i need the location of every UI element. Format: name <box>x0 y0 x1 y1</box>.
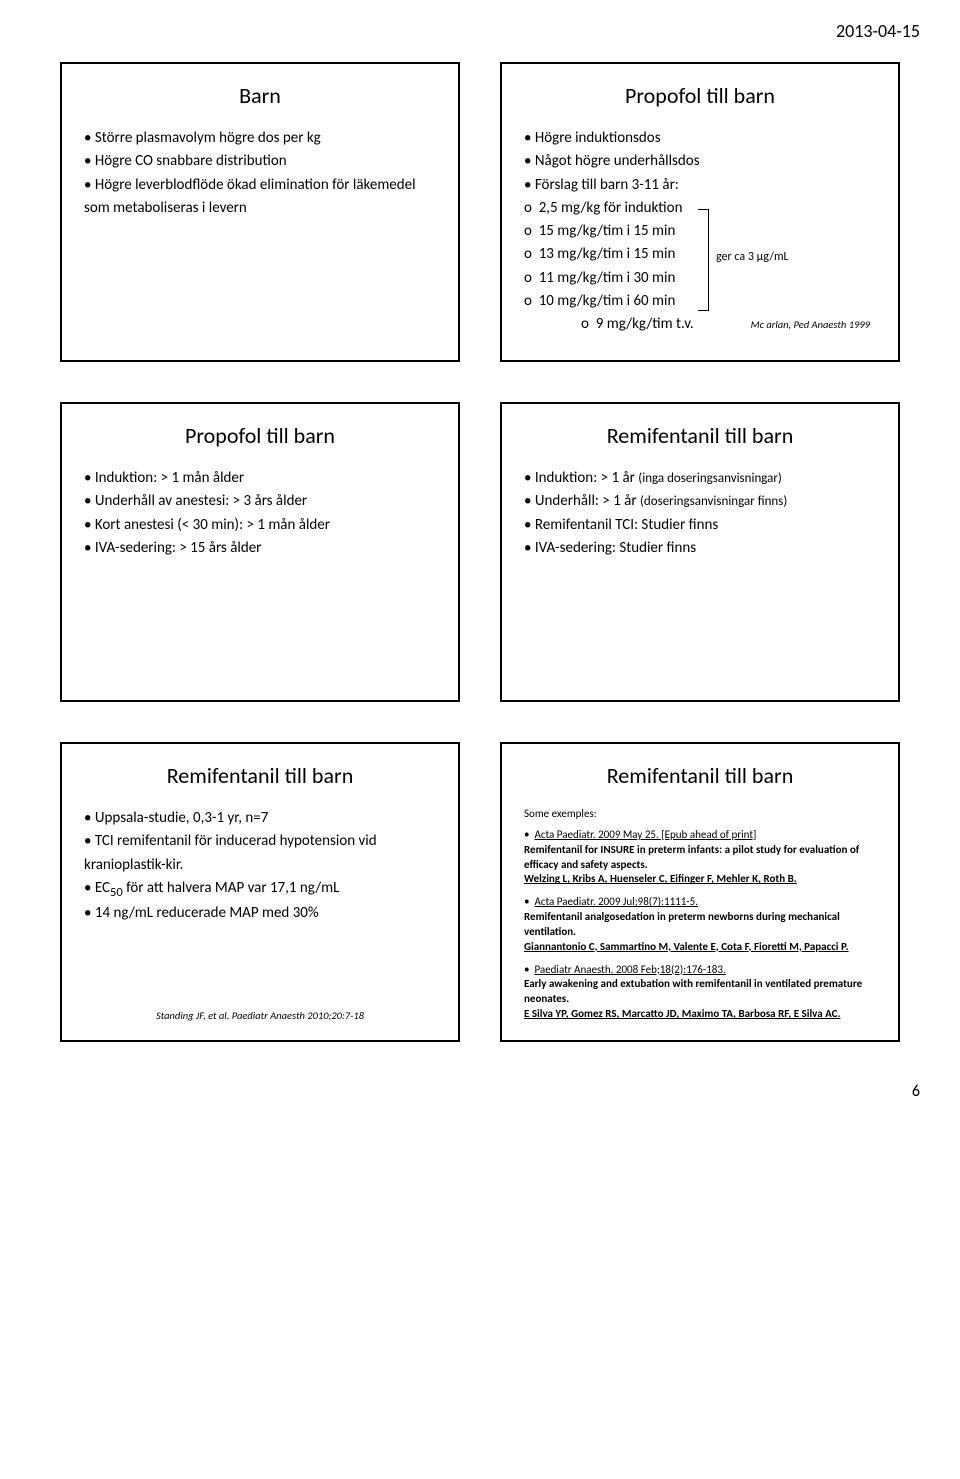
row-2: Propofol till barn Induktion: > 1 mån ål… <box>40 402 920 702</box>
example-entry: • Paediatr Anaesth. 2008 Feb;18(2):176-1… <box>524 963 876 1022</box>
example-authors: Giannantonio C, Sammartino M, Valente E,… <box>524 940 849 953</box>
slide-title: Remifentanil till barn <box>84 762 436 789</box>
example-title: Remifentanil for INSURE in preterm infan… <box>524 843 859 871</box>
list-item: IVA-sedering: Studier finns <box>524 537 876 560</box>
slide-title: Remifentanil till barn <box>524 422 876 449</box>
list-item: Högre induktionsdos <box>524 127 876 150</box>
bracket-label: ger ca 3 µg/mL <box>716 250 789 264</box>
bracket-icon <box>698 209 709 311</box>
row-1: Barn Större plasmavolym högre dos per kg… <box>40 62 920 362</box>
example-authors: Welzing L, Kribs A, Huenseler C, Eifinge… <box>524 872 797 885</box>
list-item: Större plasmavolym högre dos per kg <box>84 127 436 150</box>
slide-propofol-dosing: Propofol till barn Högre induktionsdos N… <box>500 62 900 362</box>
example-cite: Acta Paediatr. 2009 Jul;98(7):1111-5. <box>534 895 698 908</box>
list-item: Induktion: > 1 år (inga doseringsanvisni… <box>524 467 876 490</box>
slide-title: Barn <box>84 82 436 109</box>
slide-propofol-ages: Propofol till barn Induktion: > 1 mån ål… <box>60 402 460 702</box>
reference: Mc arlan, Ped Anaesth 1999 <box>751 317 870 333</box>
list-item: Induktion: > 1 mån ålder <box>84 467 436 490</box>
row-3: Remifentanil till barn Uppsala-studie, 0… <box>40 742 920 1042</box>
item-paren: (doseringsanvisningar finns) <box>640 494 787 509</box>
sublist-text: 10 mg/kg/tim i 60 min <box>539 292 676 310</box>
example-authors: E Silva YP, Gomez RS, Marcatto JD, Maxim… <box>524 1007 840 1020</box>
slide-list: Högre induktionsdos Något högre underhål… <box>524 127 876 197</box>
list-item: 14 ng/mL reducerade MAP med 30% <box>84 902 436 925</box>
sublist-item: o 9 mg/kg/tim t.v. Mc arlan, Ped Anaesth… <box>524 313 876 336</box>
slide-title: Propofol till barn <box>84 422 436 449</box>
list-item: Något högre underhållsdos <box>524 150 876 173</box>
example-cite: Acta Paediatr. 2009 May 25. [Epub ahead … <box>534 828 756 841</box>
item-text: Remifentanil TCI: Studier finns <box>535 516 718 534</box>
slide-remifentanil-uppsala: Remifentanil till barn Uppsala-studie, 0… <box>60 742 460 1042</box>
slide-list: Större plasmavolym högre dos per kg Högr… <box>84 127 436 220</box>
list-item: Högre leverblodflöde ökad elimination fö… <box>84 174 436 221</box>
example-cite: Paediatr Anaesth. 2008 Feb;18(2):176-183… <box>534 963 725 976</box>
list-item: EC50 för att halvera MAP var 17,1 ng/mL <box>84 877 436 902</box>
slide-title: Propofol till barn <box>524 82 876 109</box>
sublist-text: 9 mg/kg/tim t.v. <box>596 315 694 333</box>
sublist-text: 15 mg/kg/tim i 15 min <box>539 222 676 240</box>
list-item: Förslag till barn 3-11 år: <box>524 174 876 197</box>
sublist-text: 11 mg/kg/tim i 30 min <box>539 269 676 287</box>
page-number: 6 <box>40 1082 920 1101</box>
list-item: Underhåll av anestesi: > 3 års ålder <box>84 490 436 513</box>
list-item: TCI remifentanil för inducerad hypotensi… <box>84 830 436 877</box>
sublist-text: 13 mg/kg/tim i 15 min <box>539 245 676 263</box>
item-text: Underhåll: > 1 år <box>535 492 640 510</box>
sublist-text: 2,5 mg/kg för induktion <box>539 199 683 217</box>
list-item: Uppsala-studie, 0,3-1 yr, n=7 <box>84 807 436 830</box>
slide-list: Induktion: > 1 mån ålder Underhåll av an… <box>84 467 436 560</box>
slide-remifentanil-examples: Remifentanil till barn Some exemples: • … <box>500 742 900 1042</box>
example-title: Remifentanil analgosedation in preterm n… <box>524 910 840 938</box>
example-title: Early awakening and extubation with remi… <box>524 977 862 1005</box>
slide-title: Remifentanil till barn <box>524 762 876 789</box>
reference: Standing JF, et al. Paediatr Anaesth 201… <box>84 1009 436 1022</box>
list-item: Kort anestesi (< 30 min): > 1 mån ålder <box>84 514 436 537</box>
list-item: IVA-sedering: > 15 års ålder <box>84 537 436 560</box>
slide-barn: Barn Större plasmavolym högre dos per kg… <box>60 62 460 362</box>
item-text: Induktion: > 1 år <box>535 469 638 487</box>
examples-heading: Some exemples: <box>524 807 876 822</box>
list-item: Remifentanil TCI: Studier finns <box>524 514 876 537</box>
item-paren: (inga doseringsanvisningar) <box>638 471 782 486</box>
slide-list: Induktion: > 1 år (inga doseringsanvisni… <box>524 467 876 560</box>
list-item: Högre CO snabbare distribution <box>84 150 436 173</box>
examples-block: Some exemples: • Acta Paediatr. 2009 May… <box>524 807 876 1030</box>
date-header: 2013-04-15 <box>40 20 920 42</box>
slide-remifentanil-ages: Remifentanil till barn Induktion: > 1 år… <box>500 402 900 702</box>
example-entry: • Acta Paediatr. 2009 Jul;98(7):1111-5. … <box>524 895 876 954</box>
example-entry: • Acta Paediatr. 2009 May 25. [Epub ahea… <box>524 828 876 887</box>
list-item: Underhåll: > 1 år (doseringsanvisningar … <box>524 490 876 513</box>
item-text: IVA-sedering: Studier finns <box>535 539 696 557</box>
slide-list: Uppsala-studie, 0,3-1 yr, n=7 TCI remife… <box>84 807 436 925</box>
